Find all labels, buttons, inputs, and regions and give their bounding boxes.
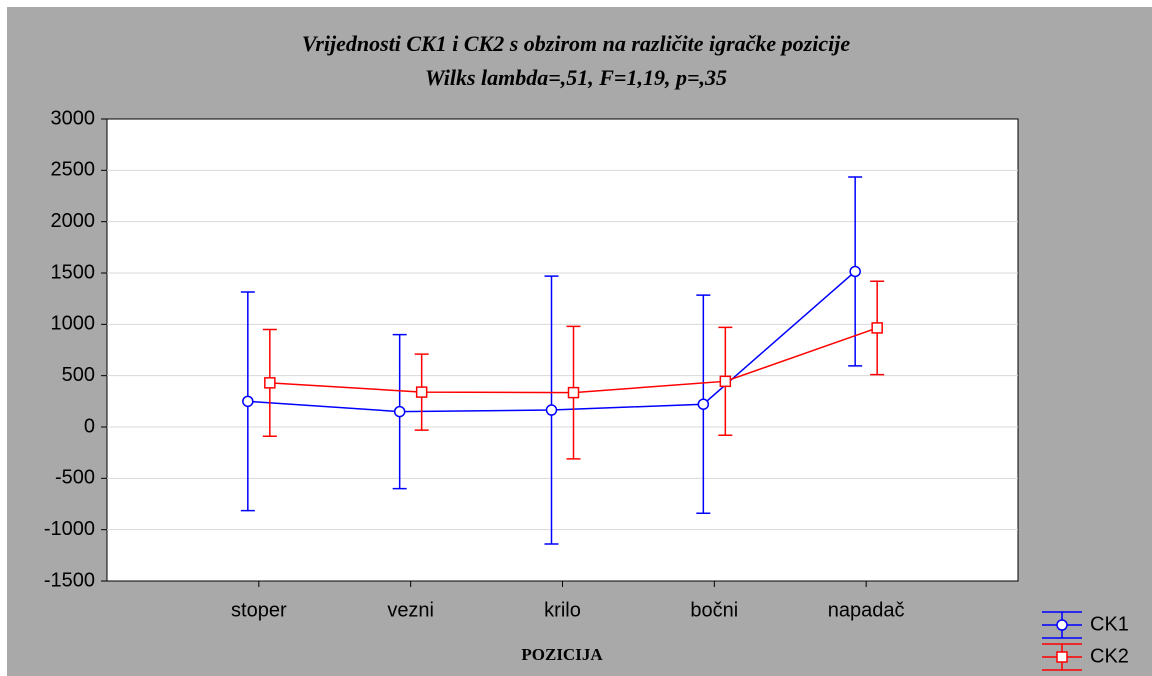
legend-label: CK2	[1090, 645, 1129, 667]
plot-area	[106, 118, 1019, 582]
data-point	[545, 404, 558, 416]
x-axis-label: POZICIJA	[521, 645, 603, 664]
y-tick-label: 2000	[51, 210, 96, 232]
x-tick-label: napadač	[828, 599, 905, 621]
y-tick-label: 1000	[51, 313, 96, 335]
x-tick-label: stoper	[231, 599, 287, 621]
data-point	[849, 265, 861, 278]
data-point	[697, 398, 710, 410]
data-point	[719, 375, 732, 388]
legend-marker	[1056, 619, 1068, 631]
legend-label: CK1	[1090, 613, 1129, 635]
y-tick-label: 2500	[51, 159, 96, 181]
legend-marker	[1056, 651, 1068, 663]
data-point	[242, 395, 254, 408]
data-point	[415, 386, 428, 398]
data-point	[393, 405, 406, 418]
data-point	[264, 377, 276, 389]
y-tick-label: -1500	[44, 569, 95, 591]
x-tick-label: krilo	[544, 599, 581, 621]
y-tick-label: -500	[55, 467, 95, 489]
y-tick-label: 1500	[51, 261, 96, 283]
y-tick-label: 500	[62, 364, 95, 386]
data-point	[567, 386, 580, 399]
y-tick-label: 3000	[51, 107, 96, 129]
x-tick-label: bočni	[690, 599, 738, 621]
chart-subtitle: Wilks lambda=,51, F=1,19, p=,35	[425, 65, 727, 90]
y-tick-label: -1000	[44, 518, 95, 540]
data-point	[871, 322, 883, 334]
y-tick-label: 0	[84, 415, 95, 437]
chart-title: Vrijednosti CK1 i CK2 s obzirom na razli…	[302, 31, 850, 56]
x-tick-label: vezni	[387, 599, 434, 621]
